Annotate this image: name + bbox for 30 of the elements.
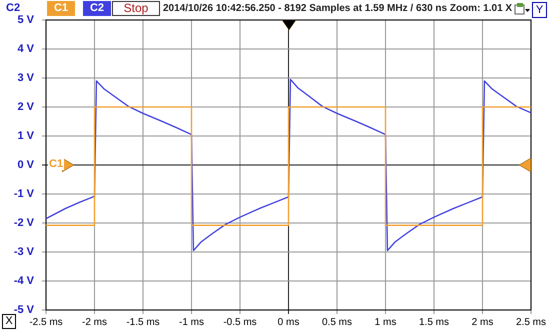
x-tick-label: -1.5 ms (126, 316, 160, 328)
x-tick-label: 2 ms (472, 316, 494, 328)
text: Y (532, 2, 547, 18)
y-tick-label: 4 V (17, 43, 35, 56)
x-tick-label: -2.5 ms (29, 316, 63, 328)
x-tick-label: -1 ms (179, 316, 204, 328)
x-tick-label: -2 ms (82, 316, 107, 328)
y-tick-label: 3 V (17, 72, 35, 84)
legend-label: C1 (48, 158, 64, 170)
y-tick-label: -2 V (14, 217, 35, 230)
text: C2 (83, 1, 111, 16)
text: 2014/10/26 10:42:56.250 - 8192 Samples at 1.59 MHz / 630 ns Zoom: 1.01 X (163, 3, 512, 14)
text: X (5, 315, 13, 327)
y-tick-label: 1 V (17, 130, 35, 142)
y-tick-label: -1 V (14, 188, 35, 200)
y-tick-label: -5 V (14, 304, 35, 316)
y-tick-label: 0 V (17, 159, 35, 172)
x-tick-label: 1.5 ms (418, 316, 450, 328)
y-tick-label: -3 V (14, 246, 35, 258)
x-tick-label: 1 ms (374, 316, 396, 328)
y-tick-label: 5 V (17, 14, 35, 26)
y-axis-title: C2 (6, 2, 20, 14)
y-tick-label: -4 V (14, 275, 35, 288)
x-tick-label: 0.5 ms (322, 316, 352, 328)
text: C1 (54, 2, 68, 14)
x-tick-label: -0.5 ms (223, 316, 257, 328)
x-tick-label: 0 ms (278, 316, 300, 328)
text: Stop (112, 1, 160, 16)
x-tick-label: 2.5 ms (516, 316, 546, 328)
y-tick-label: 2 V (17, 101, 35, 114)
